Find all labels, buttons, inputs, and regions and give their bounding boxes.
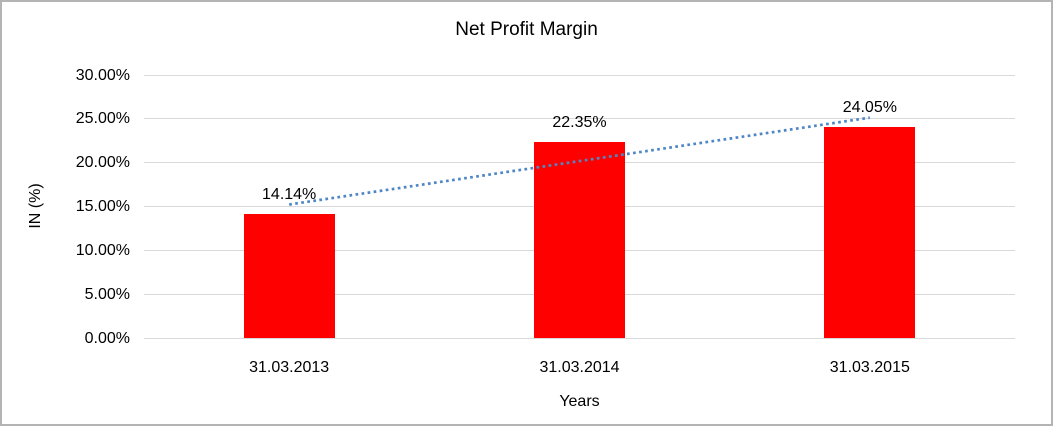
y-axis-tick-label: 20.00% [75, 154, 130, 172]
y-axis-tick-label: 25.00% [75, 110, 130, 128]
bar [824, 127, 916, 338]
data-label: 14.14% [262, 186, 317, 204]
y-axis-tick-label: 10.00% [75, 241, 130, 259]
chart-title: Net Profit Margin [455, 19, 598, 40]
x-axis-tick-label: 31.03.2015 [829, 359, 910, 376]
data-label: 24.05% [842, 99, 897, 117]
y-axis-tick-label: 30.00% [75, 66, 130, 84]
gridline [144, 337, 1015, 339]
bar [534, 142, 625, 338]
gridline [144, 74, 1015, 76]
data-label: 22.35% [552, 114, 607, 132]
y-axis-tick-label: 15.00% [75, 198, 130, 215]
y-axis-tick-label: 0.00% [84, 329, 130, 347]
x-axis-tick-label: 31.03.2013 [249, 359, 330, 376]
bar [243, 214, 335, 338]
x-axis-tick-label: 31.03.2014 [539, 359, 620, 376]
y-axis-tick-label: 5.00% [84, 285, 130, 303]
x-axis-title: Years [559, 393, 600, 410]
